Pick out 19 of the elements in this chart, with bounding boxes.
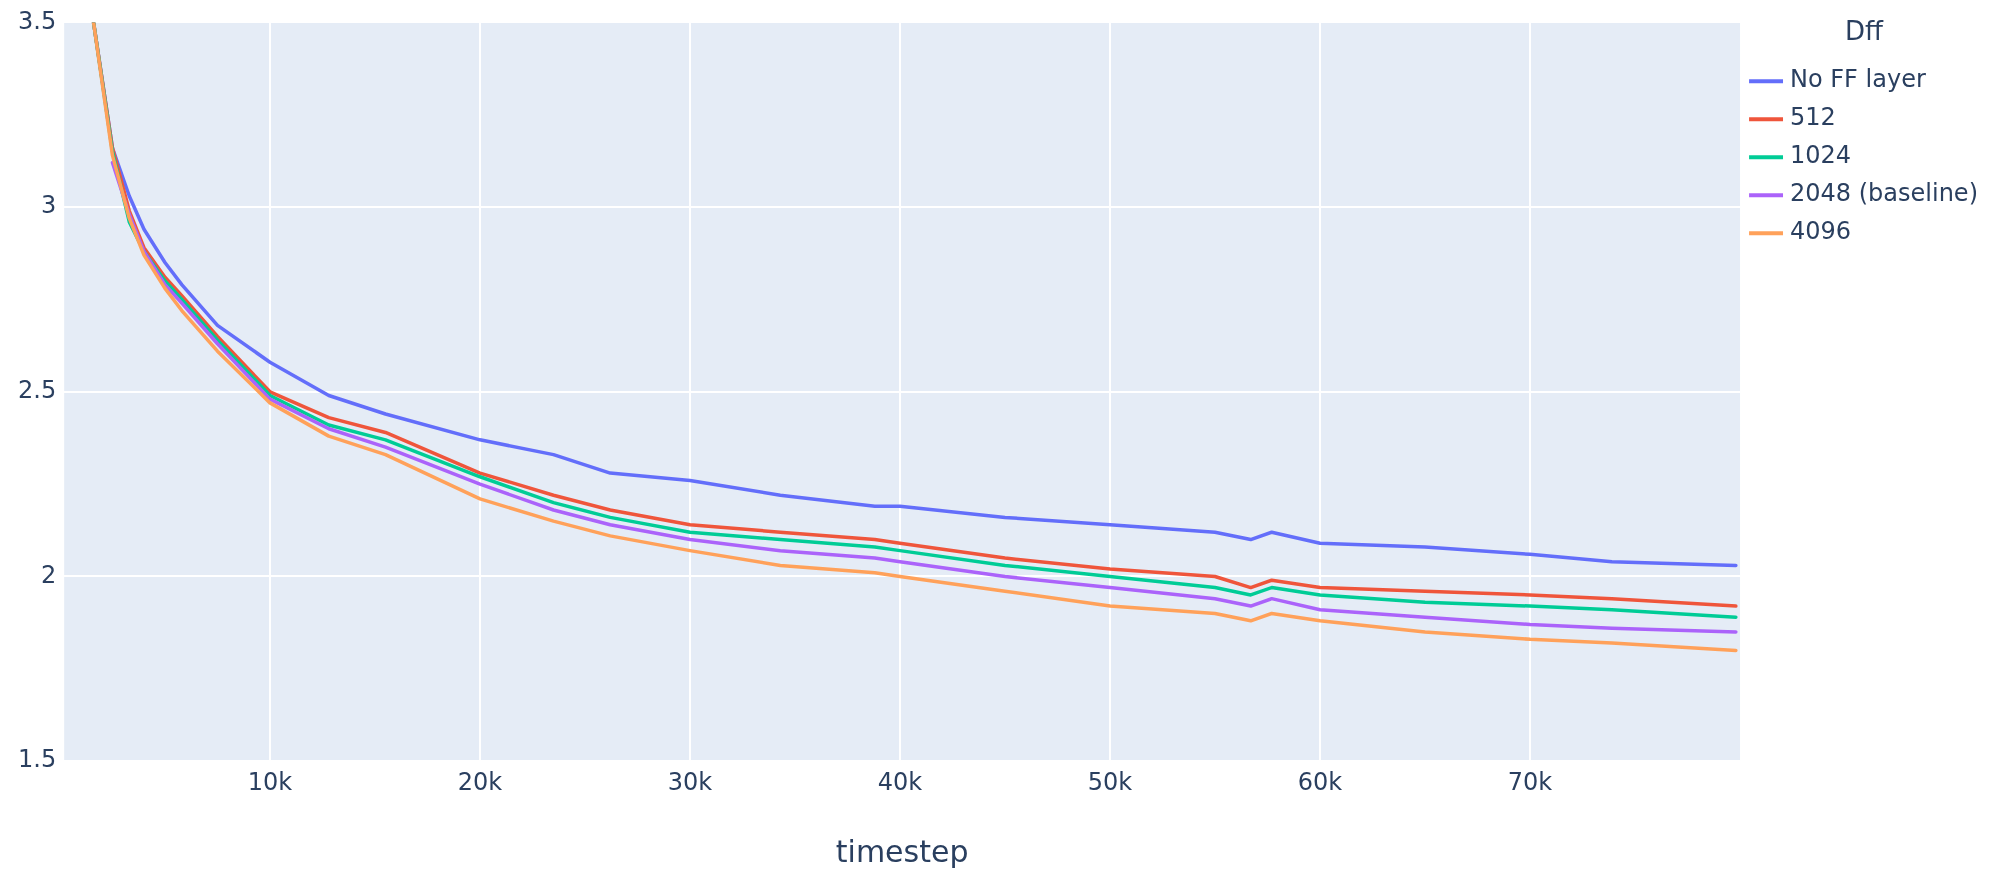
legend-label: 4096 [1790,217,1852,246]
y-tick-label: 1.5 [18,745,57,774]
x-tick-label: 50k [1087,767,1133,796]
y-tick-label: 3 [40,191,57,220]
x-tick-label: 40k [877,767,923,796]
y-tick-label: 2 [40,560,57,589]
y-tick-label: 3.5 [18,6,57,35]
y-tick-label: 2.5 [18,376,57,405]
legend-label: 2048 (baseline) [1790,179,1979,208]
x-tick-label: 10k [247,767,293,796]
x-tick-label: 20k [457,767,503,796]
x-tick-label: 30k [667,767,713,796]
x-axis-title: timestep [835,833,969,869]
legend-label: 1024 [1790,141,1852,170]
legend-title: Dff [1845,15,1885,46]
legend-label: No FF layer [1790,65,1926,94]
legend-label: 512 [1790,103,1836,132]
x-tick-label: 60k [1297,767,1343,796]
x-tick-label: 70k [1507,767,1553,796]
